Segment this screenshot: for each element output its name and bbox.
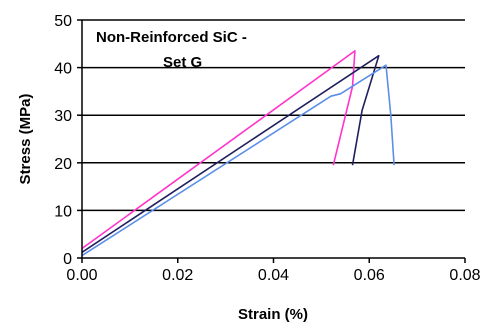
y-tick-labels: 0 10 20 30 40 50	[54, 13, 82, 268]
y-tick-label: 30	[54, 108, 72, 125]
y-tick-label: 50	[54, 13, 72, 30]
y-tick-label: 0	[63, 251, 72, 268]
x-tick-labels: 0.00 0.02 0.04 0.06 0.08	[66, 258, 481, 284]
x-tick-label: 0.04	[258, 267, 289, 284]
annotation-line-1: Non-Reinforced SiC -	[96, 29, 247, 46]
x-tick-label: 0.00	[66, 267, 97, 284]
y-tick-label: 40	[54, 61, 72, 78]
x-tick-label: 0.08	[449, 267, 480, 284]
x-tick-label: 0.02	[162, 267, 193, 284]
x-axis-title: Strain (%)	[238, 306, 308, 323]
annotation-line-2: Set G	[163, 54, 202, 71]
grid-lines	[82, 19, 465, 212]
data-series	[81, 50, 395, 257]
y-tick-label: 20	[54, 156, 72, 173]
y-tick-label: 10	[54, 203, 72, 220]
axes	[81, 20, 465, 259]
y-axis-title: Stress (MPa)	[17, 94, 34, 185]
x-tick-label: 0.06	[354, 267, 385, 284]
series-line-1	[81, 50, 356, 250]
series-line-3	[81, 64, 395, 257]
series-line-2	[81, 54, 380, 253]
